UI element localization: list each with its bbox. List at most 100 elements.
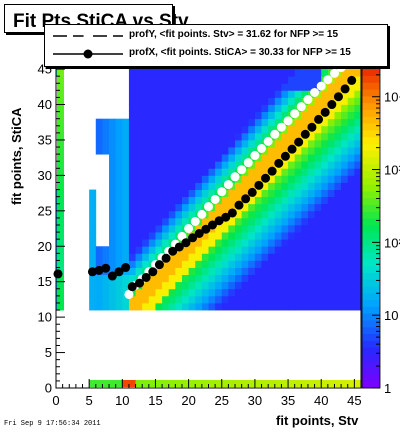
heatmap-cell [135, 69, 143, 77]
heatmap-cell [162, 217, 170, 226]
legend-profx-label: profX, <fit points. StiCA> = 30.33 for N… [129, 47, 351, 58]
heatmap-cell [347, 189, 355, 198]
heatmap-cell [241, 90, 249, 98]
heatmap-cell [148, 232, 156, 240]
heatmap-cell [195, 189, 203, 198]
heatmap-cell [341, 132, 349, 141]
heatmap-cell [208, 147, 216, 155]
heatmap-cell [268, 125, 276, 134]
y-strip-cell [57, 97, 64, 105]
color-scale-band [362, 292, 380, 301]
heatmap-cell [228, 203, 236, 212]
heatmap-cell [347, 175, 355, 183]
heatmap-cell [181, 76, 190, 84]
profx-point [327, 100, 337, 110]
heatmap-cell [241, 281, 249, 290]
heatmap-cell [208, 154, 216, 162]
heatmap-cell [228, 246, 236, 254]
heatmap-cell [327, 210, 335, 219]
heatmap-cell [168, 125, 176, 134]
x-strip-cell [122, 380, 130, 387]
heatmap-cell [341, 239, 349, 247]
heatmap-cell [89, 189, 97, 198]
heatmap-cell [281, 139, 289, 148]
profx-point [53, 269, 63, 279]
heatmap-cell [201, 69, 209, 77]
heatmap-cell [122, 203, 130, 212]
heatmap-cell [241, 132, 249, 141]
heatmap-cell [195, 90, 203, 98]
heatmap-cell [162, 125, 170, 134]
heatmap-cell [274, 139, 282, 148]
heatmap-cell [128, 90, 136, 98]
y-tick-label: 10 [38, 310, 52, 325]
heatmap-cell [155, 267, 163, 276]
heatmap-cell [135, 90, 143, 98]
heatmap-cell [261, 267, 269, 276]
heatmap-cell [301, 189, 309, 198]
x-strip-cell [327, 380, 335, 387]
color-scale-band [362, 129, 380, 138]
heatmap-cell [95, 295, 103, 304]
heatmap-cell [268, 302, 276, 311]
heatmap-cell [115, 288, 123, 297]
x-strip-cell [221, 380, 229, 387]
heatmap-cell [327, 83, 335, 91]
heatmap-cell [181, 288, 190, 297]
heatmap-cell [221, 260, 229, 268]
heatmap-cell [162, 274, 170, 283]
heatmap-cell [201, 97, 209, 105]
heatmap-cell [135, 217, 143, 226]
heatmap-cell [274, 246, 282, 254]
heatmap-cell [294, 69, 302, 77]
heatmap-cell [188, 132, 196, 141]
heatmap-cell [201, 182, 209, 190]
heatmap-cell [281, 232, 289, 240]
heatmap-cell [148, 168, 156, 176]
heatmap-cell [241, 125, 249, 134]
heatmap-cell [215, 302, 223, 311]
heatmap-cell [188, 90, 196, 98]
heatmap-cell [241, 232, 249, 240]
heatmap-cell [208, 267, 216, 276]
heatmap-cell [268, 182, 276, 190]
heatmap-cell [354, 132, 362, 141]
heatmap-cell [334, 139, 342, 148]
heatmap-cell [228, 154, 236, 162]
color-scale-band [362, 374, 380, 382]
heatmap-cell [321, 132, 329, 141]
heatmap-cell [128, 69, 136, 77]
y-tick-label: 30 [38, 168, 52, 183]
heatmap-cell [109, 225, 117, 233]
heatmap-cell [281, 281, 289, 290]
heatmap-cell [115, 168, 123, 176]
heatmap-cell [327, 225, 335, 233]
color-scale-band [362, 102, 380, 110]
heatmap-cell [321, 267, 329, 276]
heatmap-cell [354, 196, 362, 205]
heatmap-cell [208, 295, 216, 304]
heatmap-cell [168, 90, 176, 98]
heatmap-cell [221, 90, 229, 98]
heatmap-cell [241, 295, 249, 304]
heatmap-cell [135, 175, 143, 183]
heatmap-cell [268, 260, 276, 268]
profy-point [250, 151, 260, 161]
heatmap-cell [175, 154, 183, 162]
heatmap-cell [327, 260, 335, 268]
heatmap-cell [142, 132, 150, 141]
heatmap-cell [268, 267, 276, 276]
x-tick-label: 45 [347, 393, 361, 408]
heatmap-cell [162, 196, 170, 205]
heatmap-cell [254, 302, 262, 311]
heatmap-cell [115, 139, 123, 148]
profx-point [194, 229, 204, 239]
y-tick-label: 25 [38, 203, 52, 218]
heatmap-cell [314, 182, 322, 190]
heatmap-cell [228, 161, 236, 169]
heatmap-cell [268, 217, 276, 226]
heatmap-cell [294, 189, 302, 198]
heatmap-cell [294, 288, 302, 297]
heatmap-cell [294, 260, 302, 268]
heatmap-cell [175, 281, 183, 290]
